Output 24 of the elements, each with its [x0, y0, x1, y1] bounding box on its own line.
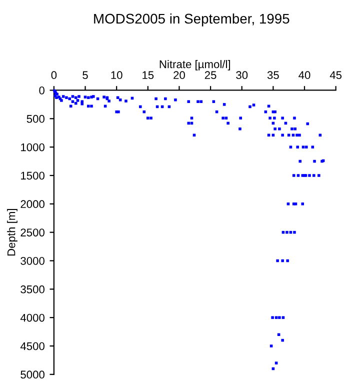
y-tick-label: 1500 — [21, 172, 44, 180]
x-tick-label: 5 — [82, 71, 88, 80]
y-tick-label: 0 — [39, 86, 44, 94]
y-tick-label: 5000 — [20, 370, 44, 379]
y-tick-label: 3500 — [20, 285, 44, 294]
x-axis-title: Nitrate [µmol/l] — [160, 60, 230, 70]
x-tick-label: 0 — [51, 71, 57, 80]
y-tick-label: 3000 — [20, 257, 44, 265]
y-tick-label: 1000 — [21, 143, 44, 152]
y-tick-label: 500 — [26, 114, 44, 123]
y-tick-label: 2500 — [20, 228, 44, 236]
x-tick-label: 40 — [298, 71, 310, 80]
y-tick-label: 2000 — [20, 200, 44, 208]
x-tick-label: 35 — [267, 71, 279, 80]
chart-title: MODS2005 in September, 1995 — [94, 13, 290, 26]
x-tick-label: 25 — [204, 71, 216, 80]
y-tick-label: 4500 — [20, 342, 44, 350]
x-tick-label: 10 — [111, 71, 122, 80]
y-tick-label: 4000 — [20, 314, 44, 322]
x-tick-label: 30 — [236, 71, 248, 80]
y-axis-title: Depth [m] — [7, 209, 18, 256]
x-tick-label: 15 — [142, 71, 154, 80]
x-tick-label: 45 — [330, 71, 342, 80]
x-tick-label: 20 — [174, 71, 185, 80]
